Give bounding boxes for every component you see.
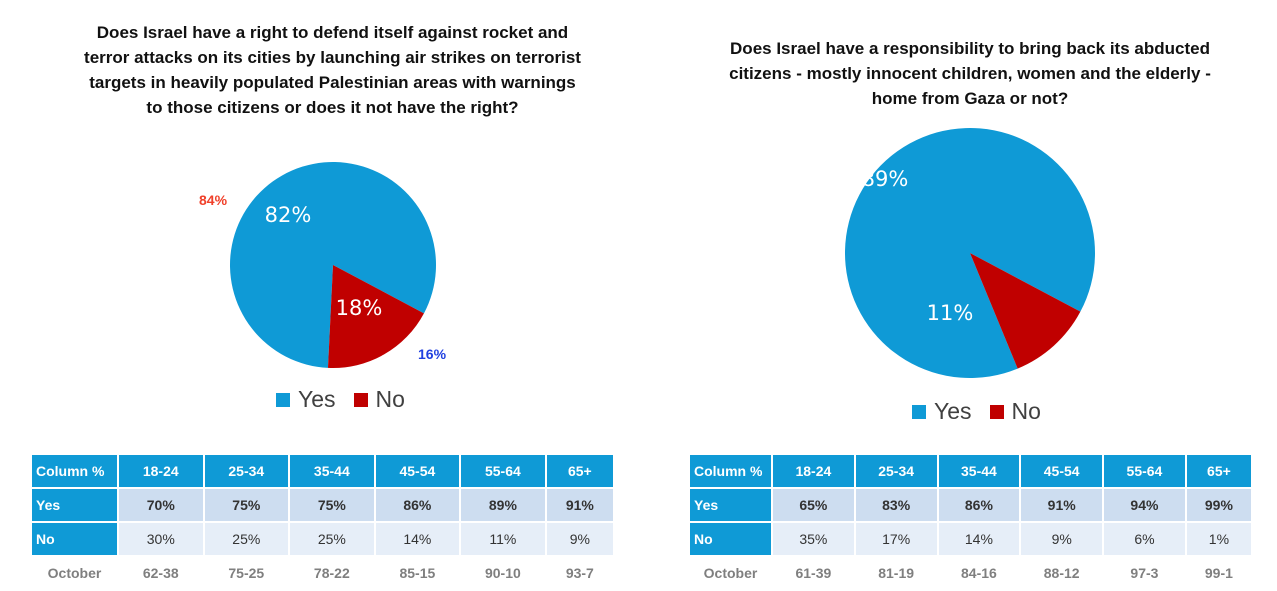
legend-item-yes: Yes (276, 386, 336, 413)
pie-label-yes: 82% (265, 203, 312, 227)
table-col-header: 65+ (1186, 455, 1251, 487)
table-col-header: 18-24 (119, 455, 203, 487)
table-row-october: October 61-39 81-19 84-16 88-12 97-3 99-… (690, 557, 1251, 589)
table-cell: 62-38 (119, 557, 203, 589)
table-col-header: 35-44 (290, 455, 374, 487)
table-cell: 91% (546, 489, 613, 521)
table-cell: 97-3 (1104, 557, 1185, 589)
table-cell: 85-15 (375, 557, 460, 589)
table-cell: 90-10 (461, 557, 545, 589)
legend-swatch-yes (912, 404, 926, 419)
legend-swatch-yes (276, 392, 290, 407)
right-chart-panel: Does Israel have a responsibility to bri… (660, 0, 1277, 589)
table-row-yes: Yes 70% 75% 75% 86% 89% 91% (32, 489, 613, 521)
pie-slice-yes (230, 162, 436, 368)
table-row-no: No 35% 17% 14% 9% 6% 1% (690, 523, 1251, 555)
right-legend: Yes No (912, 398, 1059, 425)
table-cell: 78-22 (290, 557, 374, 589)
left-age-table: Column % 18-24 25-34 35-44 45-54 55-64 6… (30, 453, 615, 591)
table-cell: 75-25 (204, 557, 289, 589)
table-cell: 93-7 (546, 557, 613, 589)
table-row-october: October 62-38 75-25 78-22 85-15 90-10 93… (32, 557, 613, 589)
table-col-header: 55-64 (1104, 455, 1185, 487)
legend-label-no: No (375, 386, 405, 412)
pie-label-no: 18% (336, 296, 383, 320)
pie-label-no: 11% (927, 301, 974, 325)
table-cell: 25% (290, 523, 374, 555)
table-row-label: October (690, 557, 771, 589)
table-corner-header: Column % (690, 455, 771, 487)
left-chart-panel: Does Israel have a right to defend itsel… (30, 23, 615, 591)
left-pie-chart: 82% 18% (230, 162, 436, 368)
table-cell: 30% (119, 523, 203, 555)
legend-swatch-no (353, 392, 368, 407)
table-row-label: No (690, 523, 771, 555)
table-cell: 65% (773, 489, 854, 521)
table-cell: 94% (1104, 489, 1185, 521)
table-cell: 99% (1186, 489, 1251, 521)
table-cell: 84-16 (938, 557, 1020, 589)
table-row-label: October (32, 557, 117, 589)
table-cell: 9% (1021, 523, 1103, 555)
right-pie-chart: 89% 11% (845, 128, 1095, 378)
table-col-header: 35-44 (938, 455, 1020, 487)
table-cell: 91% (1021, 489, 1103, 521)
table-col-header: 25-34 (204, 455, 289, 487)
legend-item-yes: Yes (912, 398, 972, 425)
table-cell: 14% (375, 523, 460, 555)
table-header-row: Column % 18-24 25-34 35-44 45-54 55-64 6… (690, 455, 1251, 487)
pie-slice-no (327, 265, 424, 368)
table-cell: 25% (204, 523, 289, 555)
left-legend: Yes No (276, 386, 423, 413)
table-row-no: No 30% 25% 25% 14% 11% 9% (32, 523, 613, 555)
right-age-table: Column % 18-24 25-34 35-44 45-54 55-64 6… (688, 453, 1253, 591)
table-cell: 88-12 (1021, 557, 1103, 589)
table-row-label: No (32, 523, 117, 555)
pie-label-yes: 89% (862, 167, 909, 191)
table-col-header: 25-34 (855, 455, 937, 487)
table-row-label: Yes (690, 489, 771, 521)
table-cell: 61-39 (773, 557, 854, 589)
annotation-yes-previous: 84% (199, 192, 228, 208)
table-corner-header: Column % (32, 455, 117, 487)
table-row-yes: Yes 65% 83% 86% 91% 94% 99% (690, 489, 1251, 521)
table-cell: 1% (1186, 523, 1251, 555)
left-chart-title: Does Israel have a right to defend itsel… (84, 23, 581, 117)
table-cell: 86% (375, 489, 460, 521)
table-cell: 9% (546, 523, 613, 555)
legend-swatch-no (989, 404, 1004, 419)
table-col-header: 18-24 (773, 455, 854, 487)
table-col-header: 45-54 (1021, 455, 1103, 487)
table-col-header: 65+ (546, 455, 613, 487)
table-cell: 17% (855, 523, 937, 555)
legend-item-no: No (353, 386, 405, 413)
table-header-row: Column % 18-24 25-34 35-44 45-54 55-64 6… (32, 455, 613, 487)
table-cell: 75% (204, 489, 289, 521)
table-col-header: 55-64 (461, 455, 545, 487)
table-cell: 75% (290, 489, 374, 521)
table-cell: 83% (855, 489, 937, 521)
table-cell: 99-1 (1186, 557, 1251, 589)
table-cell: 70% (119, 489, 203, 521)
legend-label-yes: Yes (934, 398, 972, 424)
table-cell: 86% (938, 489, 1020, 521)
table-col-header: 45-54 (375, 455, 460, 487)
legend-label-no: No (1011, 398, 1041, 424)
table-cell: 89% (461, 489, 545, 521)
table-cell: 11% (461, 523, 545, 555)
legend-label-yes: Yes (298, 386, 336, 412)
table-cell: 35% (773, 523, 854, 555)
table-row-label: Yes (32, 489, 117, 521)
right-chart-title: Does Israel have a responsibility to bri… (729, 39, 1211, 108)
annotation-no-previous: 16% (418, 346, 447, 362)
table-cell: 14% (938, 523, 1020, 555)
table-cell: 6% (1104, 523, 1185, 555)
legend-item-no: No (989, 398, 1041, 425)
pie-slice-no (970, 253, 1081, 369)
table-cell: 81-19 (855, 557, 937, 589)
